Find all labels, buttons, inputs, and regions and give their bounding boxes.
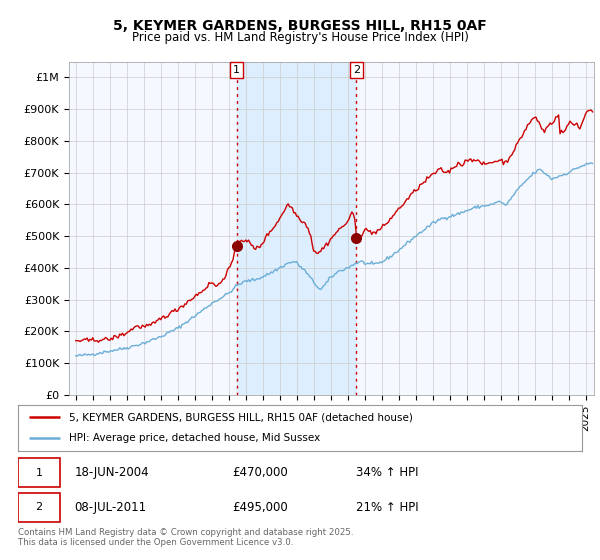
Text: £470,000: £470,000: [232, 466, 288, 479]
Text: 21% ↑ HPI: 21% ↑ HPI: [356, 501, 419, 514]
Text: Contains HM Land Registry data © Crown copyright and database right 2025.
This d: Contains HM Land Registry data © Crown c…: [18, 528, 353, 547]
Text: 2: 2: [353, 65, 360, 75]
Text: HPI: Average price, detached house, Mid Sussex: HPI: Average price, detached house, Mid …: [69, 433, 320, 444]
FancyBboxPatch shape: [18, 459, 60, 487]
Text: 5, KEYMER GARDENS, BURGESS HILL, RH15 0AF (detached house): 5, KEYMER GARDENS, BURGESS HILL, RH15 0A…: [69, 412, 413, 422]
Bar: [236, 62, 356, 395]
Text: Price paid vs. HM Land Registry's House Price Index (HPI): Price paid vs. HM Land Registry's House …: [131, 31, 469, 44]
Text: 2: 2: [35, 502, 43, 512]
Text: £495,000: £495,000: [232, 501, 288, 514]
Text: 1: 1: [35, 468, 43, 478]
Text: 5, KEYMER GARDENS, BURGESS HILL, RH15 0AF: 5, KEYMER GARDENS, BURGESS HILL, RH15 0A…: [113, 19, 487, 33]
Text: 1: 1: [233, 65, 240, 75]
Text: 34% ↑ HPI: 34% ↑ HPI: [356, 466, 419, 479]
FancyBboxPatch shape: [18, 493, 60, 521]
Text: 18-JUN-2004: 18-JUN-2004: [74, 466, 149, 479]
Text: 08-JUL-2011: 08-JUL-2011: [74, 501, 146, 514]
